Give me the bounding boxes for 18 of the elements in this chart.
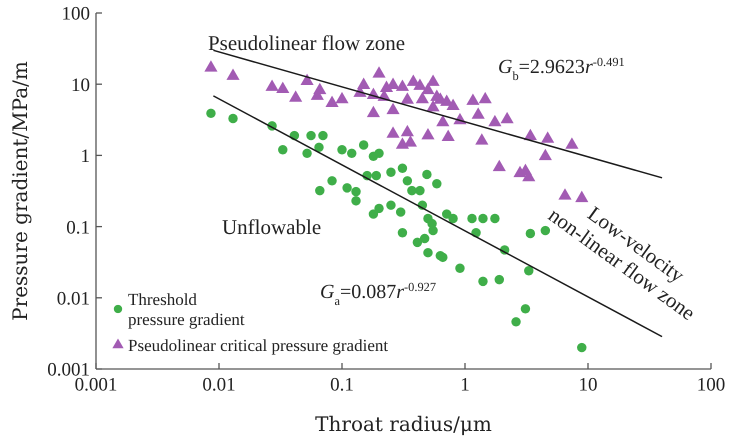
y-tick-label: 0.1 xyxy=(66,217,90,238)
annotation: Unflowable xyxy=(222,215,322,239)
annotation: G$_{b}$=2.9623r$^{-0.491}$ xyxy=(498,55,625,83)
legend-label: Threshold pressure gradient xyxy=(128,290,245,329)
y-axis-title: Pressure gradient/MPa/m xyxy=(8,61,32,321)
legend-label: Pseudolinear critical pressure gradient xyxy=(128,336,388,355)
y-tick-label: 0.01 xyxy=(56,288,90,310)
y-tick-label: 10 xyxy=(71,74,90,96)
x-axis-title: Throat radius/μm xyxy=(315,412,492,436)
annotation: Pseudolinear flow zone xyxy=(208,31,406,55)
x-tick-label: 10 xyxy=(578,374,598,396)
x-tick-label: 0.1 xyxy=(330,374,354,396)
y-tick-label: 1 xyxy=(80,146,90,168)
x-tick-label: 100 xyxy=(696,374,726,396)
x-tick-label: 1 xyxy=(460,374,470,396)
x-tick-label: 0.01 xyxy=(202,374,236,396)
y-tick-label: 100 xyxy=(62,4,90,25)
annotation: G$_{a}$=0.087r$^{-0.927}$ xyxy=(320,280,436,308)
